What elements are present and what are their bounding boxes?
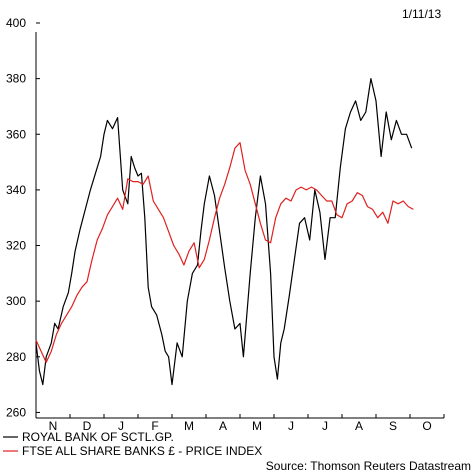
y-tick-label: 300 [6,294,26,308]
y-tick-label: 320 [6,239,26,253]
y-tick-label: 280 [6,350,26,364]
y-tick-label: 380 [6,72,26,86]
series-line-rbs [35,77,413,386]
legend: ROYAL BANK OF SCTL.GP. FTSE ALL SHARE BA… [3,430,262,458]
y-axis-ticks: 260 280 300 320 340 360 380 400 [6,16,40,419]
x-tick-label: N [49,419,58,433]
y-tick-label: 400 [6,16,26,30]
x-tick-label: M [252,419,262,433]
x-tick-label: F [151,419,158,433]
x-tick-label: M [184,419,194,433]
series-line-ftse-banks [35,142,414,363]
x-tick-label: J [322,419,328,433]
source-note: Source: Thomson Reuters Datastream [266,459,471,473]
x-tick-label: A [219,419,227,433]
date-label: 1/11/13 [402,7,441,21]
x-tick-label: O [422,419,431,433]
legend-label-rbs: ROYAL BANK OF SCTL.GP. [22,430,174,444]
x-tick-label: A [355,419,363,433]
y-tick-label: 340 [6,183,26,197]
x-tick-label: J [288,419,294,433]
y-tick-label: 260 [6,405,26,419]
x-tick-label: D [83,419,92,433]
series-lines [35,77,414,386]
x-tick-label: S [389,419,397,433]
legend-label-ftse: FTSE ALL SHARE BANKS £ - PRICE INDEX [22,444,262,458]
x-tick-label: J [118,419,124,433]
y-tick-label: 360 [6,127,26,141]
